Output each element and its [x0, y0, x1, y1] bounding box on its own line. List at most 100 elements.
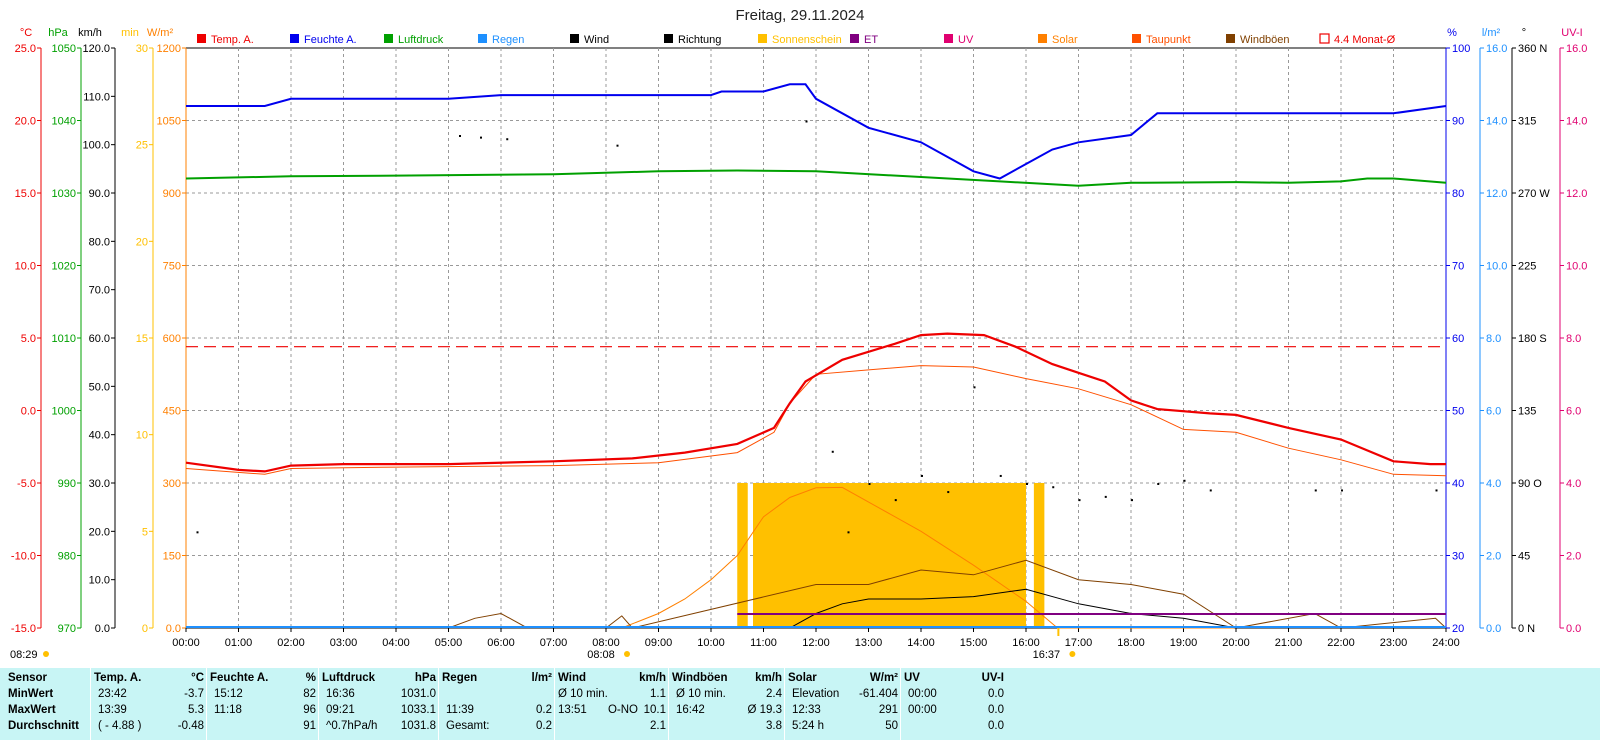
legend-swatch	[197, 34, 206, 43]
stats-cell-time: 00:00	[908, 704, 937, 716]
y-tick-label: 4.0	[1566, 478, 1581, 490]
y-tick-label: 600	[163, 333, 181, 345]
stats-header: Solar	[788, 672, 817, 684]
x-tick-label: 21:00	[1275, 637, 1303, 649]
y-tick-label: 150	[163, 551, 181, 563]
wind-direction-dot	[921, 474, 923, 477]
x-tick-label: 03:00	[330, 637, 358, 649]
stats-cell-value: 10.1	[643, 704, 666, 716]
sunrise-time: 08:08	[587, 649, 615, 660]
stats-separator	[206, 668, 207, 740]
y-tick-label: 20.0	[15, 116, 36, 128]
legend-swatch	[1226, 34, 1235, 43]
day-start-time: 08:29	[10, 649, 38, 660]
y-tick-label: 10.0	[89, 575, 110, 587]
stats-cell-value: 91	[303, 720, 316, 732]
stats-header: Windböen	[672, 672, 728, 684]
y-tick-label: 90	[1452, 116, 1464, 128]
y-tick-label: -5.0	[17, 478, 36, 490]
legend-label: Feuchte A.	[304, 34, 357, 46]
stats-cell-time: ( - 4.88 )	[98, 720, 142, 732]
wind-direction-dot	[999, 474, 1002, 477]
stats-cell-value: 5.3	[188, 704, 204, 716]
y-tick-label: 135	[1518, 406, 1536, 418]
y-tick-label: 60.0	[89, 333, 110, 345]
y-tick-label: 40	[1452, 478, 1464, 490]
stats-header: Regen	[442, 672, 478, 684]
y-tick-label: 1050	[157, 116, 181, 128]
sunshine-bar	[753, 483, 1026, 628]
y-tick-label: 25.0	[15, 43, 36, 55]
y-tick-label: 1030	[52, 188, 76, 200]
stats-header-unit: l/m²	[531, 672, 552, 684]
x-tick-label: 11:00	[750, 637, 777, 649]
y-tick-label: 6.0	[1486, 406, 1501, 418]
stats-header: Temp. A.	[94, 672, 142, 684]
stats-cell-value: -0.48	[177, 720, 204, 732]
x-tick-label: 20:00	[1222, 637, 1250, 649]
y-tick-label: 80.0	[89, 236, 110, 248]
legend-label: Taupunkt	[1146, 34, 1191, 46]
stats-cell-value: 2.1	[650, 720, 666, 732]
stats-cell-value: 0.0	[988, 720, 1004, 732]
wind-direction-dot	[459, 135, 461, 137]
wind-direction-dot	[1052, 486, 1055, 489]
y-tick-label: 50	[1452, 406, 1464, 418]
y-tick-label: -10.0	[11, 551, 36, 563]
day-start-icon	[43, 651, 49, 657]
y-tick-label: 980	[58, 551, 76, 563]
stats-separator	[318, 668, 319, 740]
y-tick-label: 30	[1452, 551, 1464, 563]
chart-legend: Temp. A. Feuchte A. Luftdruck Regen Wind Rich…	[197, 33, 1396, 46]
y-tick-label: 15	[136, 333, 148, 345]
sunrise-icon	[624, 651, 630, 657]
stats-header-unit: km/h	[755, 672, 782, 684]
y-tick-label: 60	[1452, 333, 1464, 345]
wind-direction-dot	[1104, 495, 1107, 498]
axis-unit: °	[1522, 27, 1526, 39]
sun-marks: 08:08 16:37 08:29	[10, 628, 1076, 660]
stats-cell-value: 82	[303, 688, 316, 700]
series-pressure	[185, 169, 1447, 187]
y-tick-label: 15.0	[15, 188, 36, 200]
wind-direction-dot	[196, 531, 199, 534]
wind-direction-dot	[1314, 489, 1317, 492]
wind-direction-dot	[973, 386, 976, 389]
axis-unit: UV-I	[1561, 27, 1582, 39]
sunshine-bar	[1033, 483, 1045, 628]
legend-swatch	[290, 34, 299, 43]
stats-cell-time: 11:39	[446, 704, 474, 716]
y-tick-label: 110.0	[83, 91, 110, 103]
stats-cell-time: 09:21	[326, 704, 355, 716]
stats-header: Sensor	[8, 672, 47, 684]
legend-label: UV	[958, 34, 974, 46]
y-tick-label: 100.0	[82, 140, 110, 152]
y-tick-label: 225	[1518, 261, 1536, 273]
y-tick-label: 970	[58, 623, 76, 635]
y-tick-label: 300	[163, 478, 181, 490]
stats-header-unit: °C	[191, 672, 204, 684]
legend-swatch	[1038, 34, 1047, 43]
x-tick-label: 05:00	[435, 637, 463, 649]
wind-direction-dot	[847, 531, 850, 534]
y-tick-label: 2.0	[1486, 551, 1501, 563]
x-tick-label: 12:00	[802, 637, 830, 649]
y-tick-label: 30.0	[89, 478, 110, 490]
stats-cell-time: ^0.7hPa/h	[326, 720, 378, 732]
wind-direction-dot	[947, 491, 950, 494]
y-tick-label: 750	[163, 261, 181, 273]
stats-header-unit: UV-I	[981, 672, 1004, 684]
legend-swatch	[1319, 33, 1330, 44]
legend-label: Windböen	[1240, 34, 1290, 46]
y-tick-label: 90 O	[1518, 478, 1542, 490]
y-tick-label: 12.0	[1566, 188, 1587, 200]
stats-cell-value: 1031.8	[400, 720, 436, 732]
stats-cell-value: 50	[885, 720, 898, 732]
y-tick-label: 0.0	[95, 623, 110, 635]
chart-grid	[185, 47, 1447, 629]
stats-cell-time: Gesamt:	[446, 720, 490, 732]
y-tick-label: 180 S	[1518, 333, 1547, 345]
legend-swatch	[570, 34, 579, 43]
wind-direction-dot	[506, 138, 509, 141]
y-tick-label: 14.0	[1566, 116, 1587, 128]
